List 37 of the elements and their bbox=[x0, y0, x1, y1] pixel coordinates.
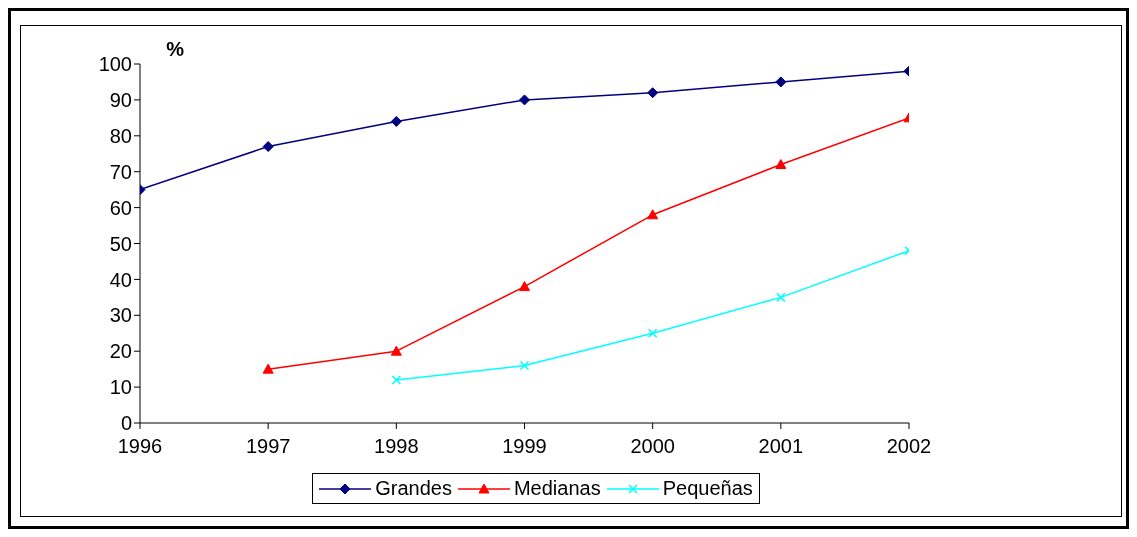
point bbox=[775, 76, 787, 88]
legend-label: Medianas bbox=[513, 477, 601, 500]
y-tick-label: 40 bbox=[109, 268, 132, 291]
x-tick-label: 1998 bbox=[374, 435, 419, 458]
point bbox=[647, 209, 659, 220]
point bbox=[390, 345, 402, 356]
y-tick-label: 10 bbox=[109, 376, 132, 399]
x-tick-label: 1999 bbox=[502, 435, 547, 458]
point bbox=[776, 292, 786, 303]
point bbox=[519, 360, 530, 371]
x-tick-label: 2002 bbox=[886, 435, 932, 458]
legend-label: Grandes bbox=[375, 477, 452, 500]
y-tick-label: 30 bbox=[109, 304, 132, 327]
y-tick-label: 80 bbox=[109, 124, 132, 147]
point bbox=[262, 363, 274, 374]
point bbox=[390, 115, 402, 127]
point bbox=[775, 159, 787, 170]
y-tick-label: 20 bbox=[109, 340, 132, 363]
y-tick-label: 100 bbox=[98, 53, 132, 76]
point bbox=[519, 281, 530, 292]
y-tick-label: 0 bbox=[120, 412, 132, 435]
y-axis-title: % bbox=[166, 38, 185, 61]
picture-frame: Grandes Medianas Pequeñas 1996 1997 1998 1999 2000 2001 2002 0 10 20 30 40 50 60 70 80 90 100 % bbox=[8, 8, 1129, 529]
point bbox=[519, 94, 530, 106]
y-tick-label: 70 bbox=[109, 160, 132, 183]
x-tick-label: 1996 bbox=[117, 435, 163, 458]
y-tick-label: 50 bbox=[109, 232, 132, 255]
x-tick-label: 2000 bbox=[630, 435, 675, 458]
point bbox=[391, 375, 402, 385]
x-tick-label: 2001 bbox=[758, 435, 804, 458]
y-tick-label: 90 bbox=[109, 89, 132, 111]
x-tick-label: 1997 bbox=[245, 435, 291, 458]
y-tick-label: 60 bbox=[109, 196, 132, 219]
legend-label: Pequeñas bbox=[662, 477, 753, 500]
point bbox=[647, 328, 658, 338]
point bbox=[262, 141, 274, 153]
point bbox=[647, 87, 659, 99]
